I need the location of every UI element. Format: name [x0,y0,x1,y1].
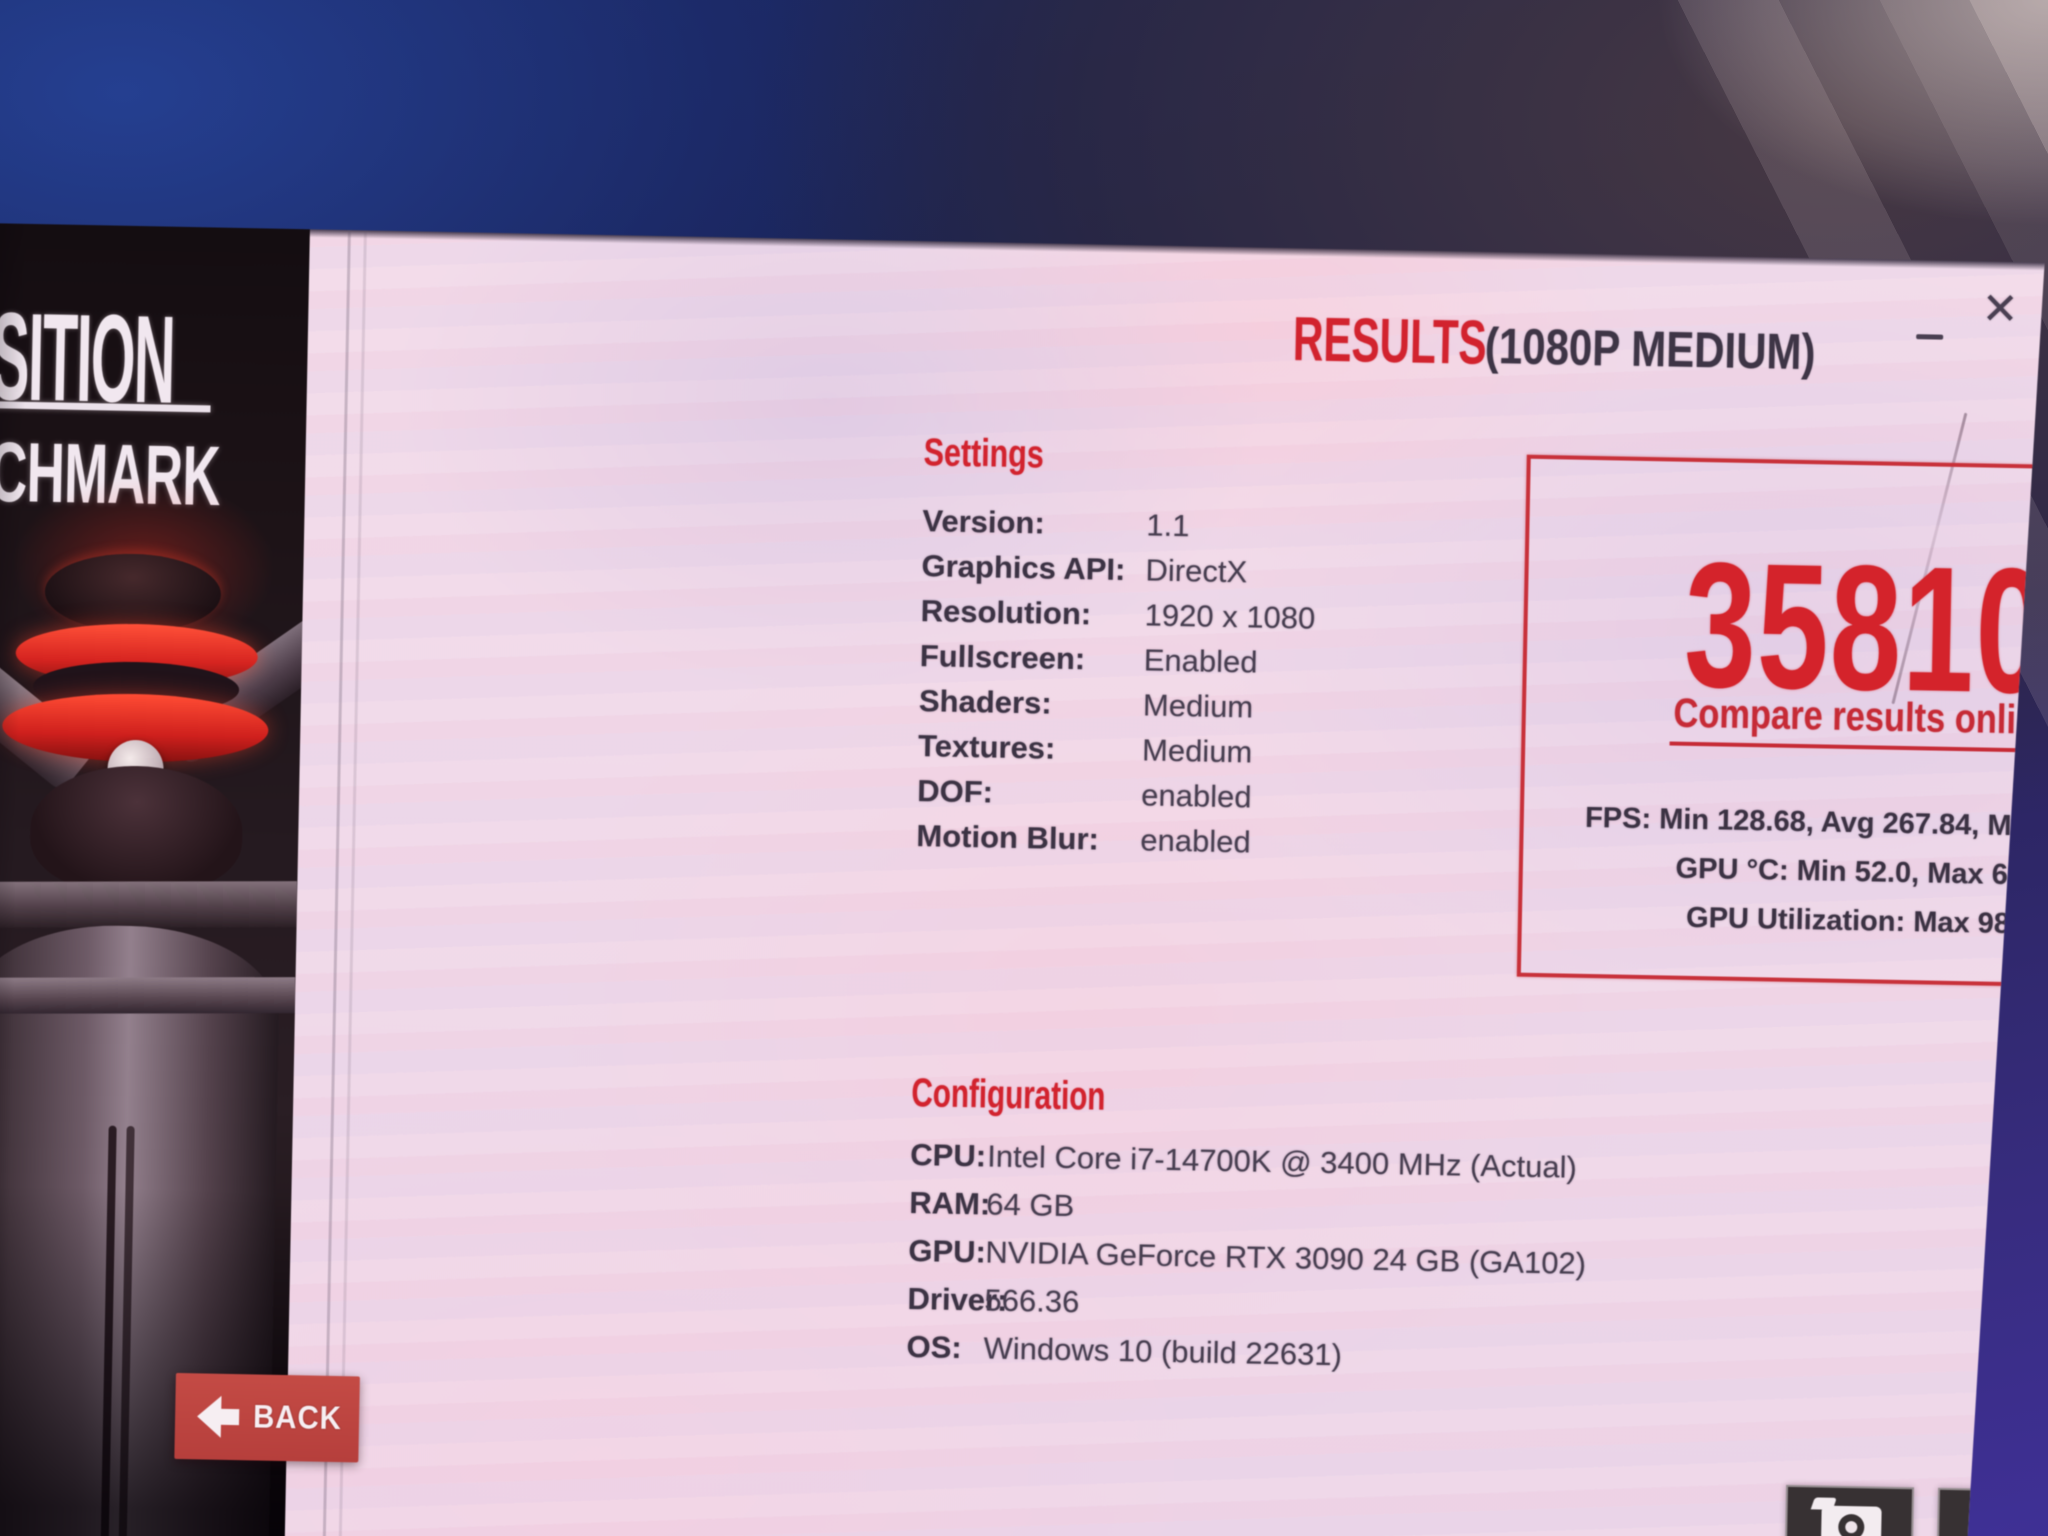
screenshot-button[interactable] [1784,1485,1914,1536]
save-button[interactable]: SAVE [1936,1488,2048,1536]
settings-label: DOF: [916,773,994,810]
config-value: NVIDIA GeForce RTX 3090 24 GB (GA102) [985,1234,1587,1281]
settings-label: Version: [922,503,1046,541]
settings-value: 1.1 [1146,507,1190,544]
config-label: GPU: [908,1232,987,1270]
close-button[interactable]: ✕ [1981,283,2032,340]
back-arrow-icon [196,1395,242,1438]
close-icon: ✕ [1981,284,2020,335]
settings-label: Fullscreen: [919,638,1086,677]
settings-value: enabled [1140,822,1252,860]
config-value: 64 GB [986,1186,1075,1224]
config-row: CPU: Intel Core i7-14700K @ 3400 MHz (Ac… [910,1137,986,1174]
settings-row: Shaders: Medium [919,683,1052,722]
settings-label: Motion Blur: [916,818,1100,857]
configuration-heading: Configuration [911,1071,1106,1119]
window-left-seam-line [322,230,351,1536]
config-row: GPU: NVIDIA GeForce RTX 3090 24 GB (GA10… [908,1233,986,1270]
settings-row: Textures: Medium [918,728,1056,767]
benchmark-screen: SITION CHMARK [0,222,2045,1536]
config-label: CPU: [909,1136,987,1174]
config-row: Driver: 566.36 [907,1281,1008,1319]
settings-heading: Settings [923,431,1045,477]
page-title-suffix: (1080P MEDIUM) [1484,317,1817,381]
window-left-seam-line-2 [338,230,367,1536]
settings-label: Resolution: [920,593,1092,632]
window-controls: ✕ [1913,282,2048,362]
settings-row: Graphics API: DirectX [921,548,1126,588]
settings-row: Motion Blur: enabled [916,818,1099,857]
camera-icon [1821,1506,1882,1536]
config-label: OS: [906,1328,963,1366]
settings-label: Graphics API: [921,548,1126,588]
settings-value: Medium [1142,687,1254,725]
settings-label: Textures: [917,728,1056,766]
settings-value: DirectX [1145,552,1248,590]
settings-row: Version: 1.1 [922,503,1045,541]
settings-row: Fullscreen: Enabled [920,638,1086,677]
score-panel: 35810 Compare results online FPS: Min 12… [1517,455,2048,990]
settings-value: Enabled [1143,642,1258,680]
config-row: OS: Windows 10 (build 22631) [906,1329,962,1366]
back-button-label: BACK [252,1398,343,1437]
config-value: 566.36 [984,1282,1080,1320]
sidebar-artwork: SITION CHMARK [0,222,310,1536]
minimize-icon [1916,334,1943,340]
page-title: RESULTS [1292,305,1488,378]
settings-value: Medium [1141,732,1253,770]
settings-row: DOF: enabled [917,773,993,810]
gpu-utilization-stat: GPU Utilization: Max 98% [1685,901,2037,941]
config-label: RAM: [909,1184,991,1222]
settings-value: 1920 x 1080 [1144,597,1316,636]
config-value: Windows 10 (build 22631) [983,1330,1343,1373]
back-button[interactable]: BACK [174,1372,360,1463]
score-stats: FPS: Min 128.68, Avg 267.84, Max 364.28 … [1522,793,2048,953]
settings-label: Shaders: [918,683,1052,721]
settings-value: enabled [1140,777,1252,815]
config-value: Intel Core i7-14700K @ 3400 MHz (Actual) [986,1138,1578,1185]
compare-results-link[interactable]: Compare results online [1670,690,2048,753]
results-window: ✕ RESULTS (1080P MEDIUM) Settings Versio… [284,229,2044,1536]
config-row: RAM: 64 GB [909,1185,991,1223]
machinery-shadow-overlay [0,222,310,1536]
settings-row: Resolution: 1920 x 1080 [920,593,1091,632]
page-title-row: RESULTS (1080P MEDIUM) [1292,304,1293,374]
minimize-button[interactable] [1913,322,1947,349]
save-button-label: SAVE [1996,1504,2048,1536]
